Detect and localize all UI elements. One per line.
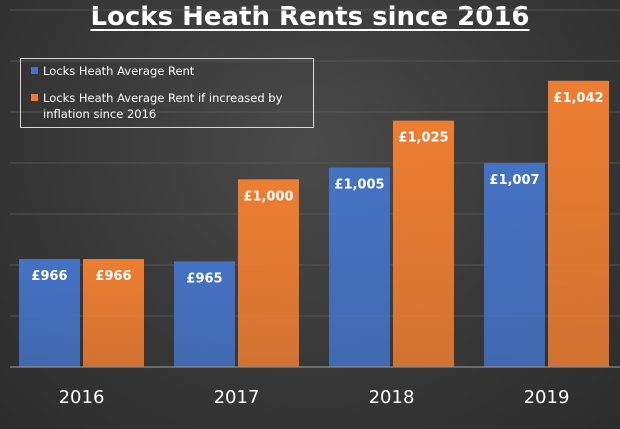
legend-entry-average-rent: Locks Heath Average Rent xyxy=(31,63,194,79)
legend-swatch-orange xyxy=(31,94,38,101)
data-labels: £966 £966 £965 £1,000 £1,005 £1,025 £1,007 £1,0… xyxy=(31,91,603,287)
data-label-2016-series-0: £966 xyxy=(31,269,67,284)
x-tick-label-2017: 2017 xyxy=(214,387,260,408)
bar-2018-series-0 xyxy=(329,167,390,367)
data-label-2019-series-0: £1,007 xyxy=(489,173,539,188)
bar-2016-series-0 xyxy=(19,259,80,367)
legend-label-inflation-rent: Locks Heath Average Rent if increased by… xyxy=(43,91,283,121)
x-tick-label-2018: 2018 xyxy=(369,387,415,408)
data-label-2018-series-1: £1,025 xyxy=(398,131,448,146)
data-label-2017-series-0: £965 xyxy=(186,271,222,286)
legend-entry-inflation-rent: Locks Heath Average Rent if increased by… xyxy=(31,90,311,122)
data-label-2018-series-0: £1,005 xyxy=(334,178,384,193)
legend: Locks Heath Average Rent Locks Heath Ave… xyxy=(20,58,314,128)
bar-2018-series-1 xyxy=(393,120,454,368)
x-tick-label-2019: 2019 xyxy=(524,387,570,408)
x-tick-label-2016: 2016 xyxy=(59,387,105,408)
chart-title: Locks Heath Rents since 2016 xyxy=(90,2,530,32)
bar-2017-series-1 xyxy=(238,179,299,367)
bar-2017-series-0 xyxy=(174,261,235,367)
data-label-2017-series-1: £1,000 xyxy=(243,189,293,204)
data-label-2019-series-1: £1,042 xyxy=(553,91,603,106)
data-label-2016-series-1: £966 xyxy=(95,269,131,284)
bar-2019-series-1 xyxy=(548,80,609,368)
bars xyxy=(19,80,609,368)
bar-2019-series-0 xyxy=(484,162,545,367)
legend-label-average-rent: Locks Heath Average Rent xyxy=(43,64,195,78)
x-axis: 2016 2017 2018 2019 xyxy=(10,366,620,408)
legend-swatch-blue xyxy=(31,67,38,74)
bar-2016-series-1 xyxy=(83,259,144,367)
